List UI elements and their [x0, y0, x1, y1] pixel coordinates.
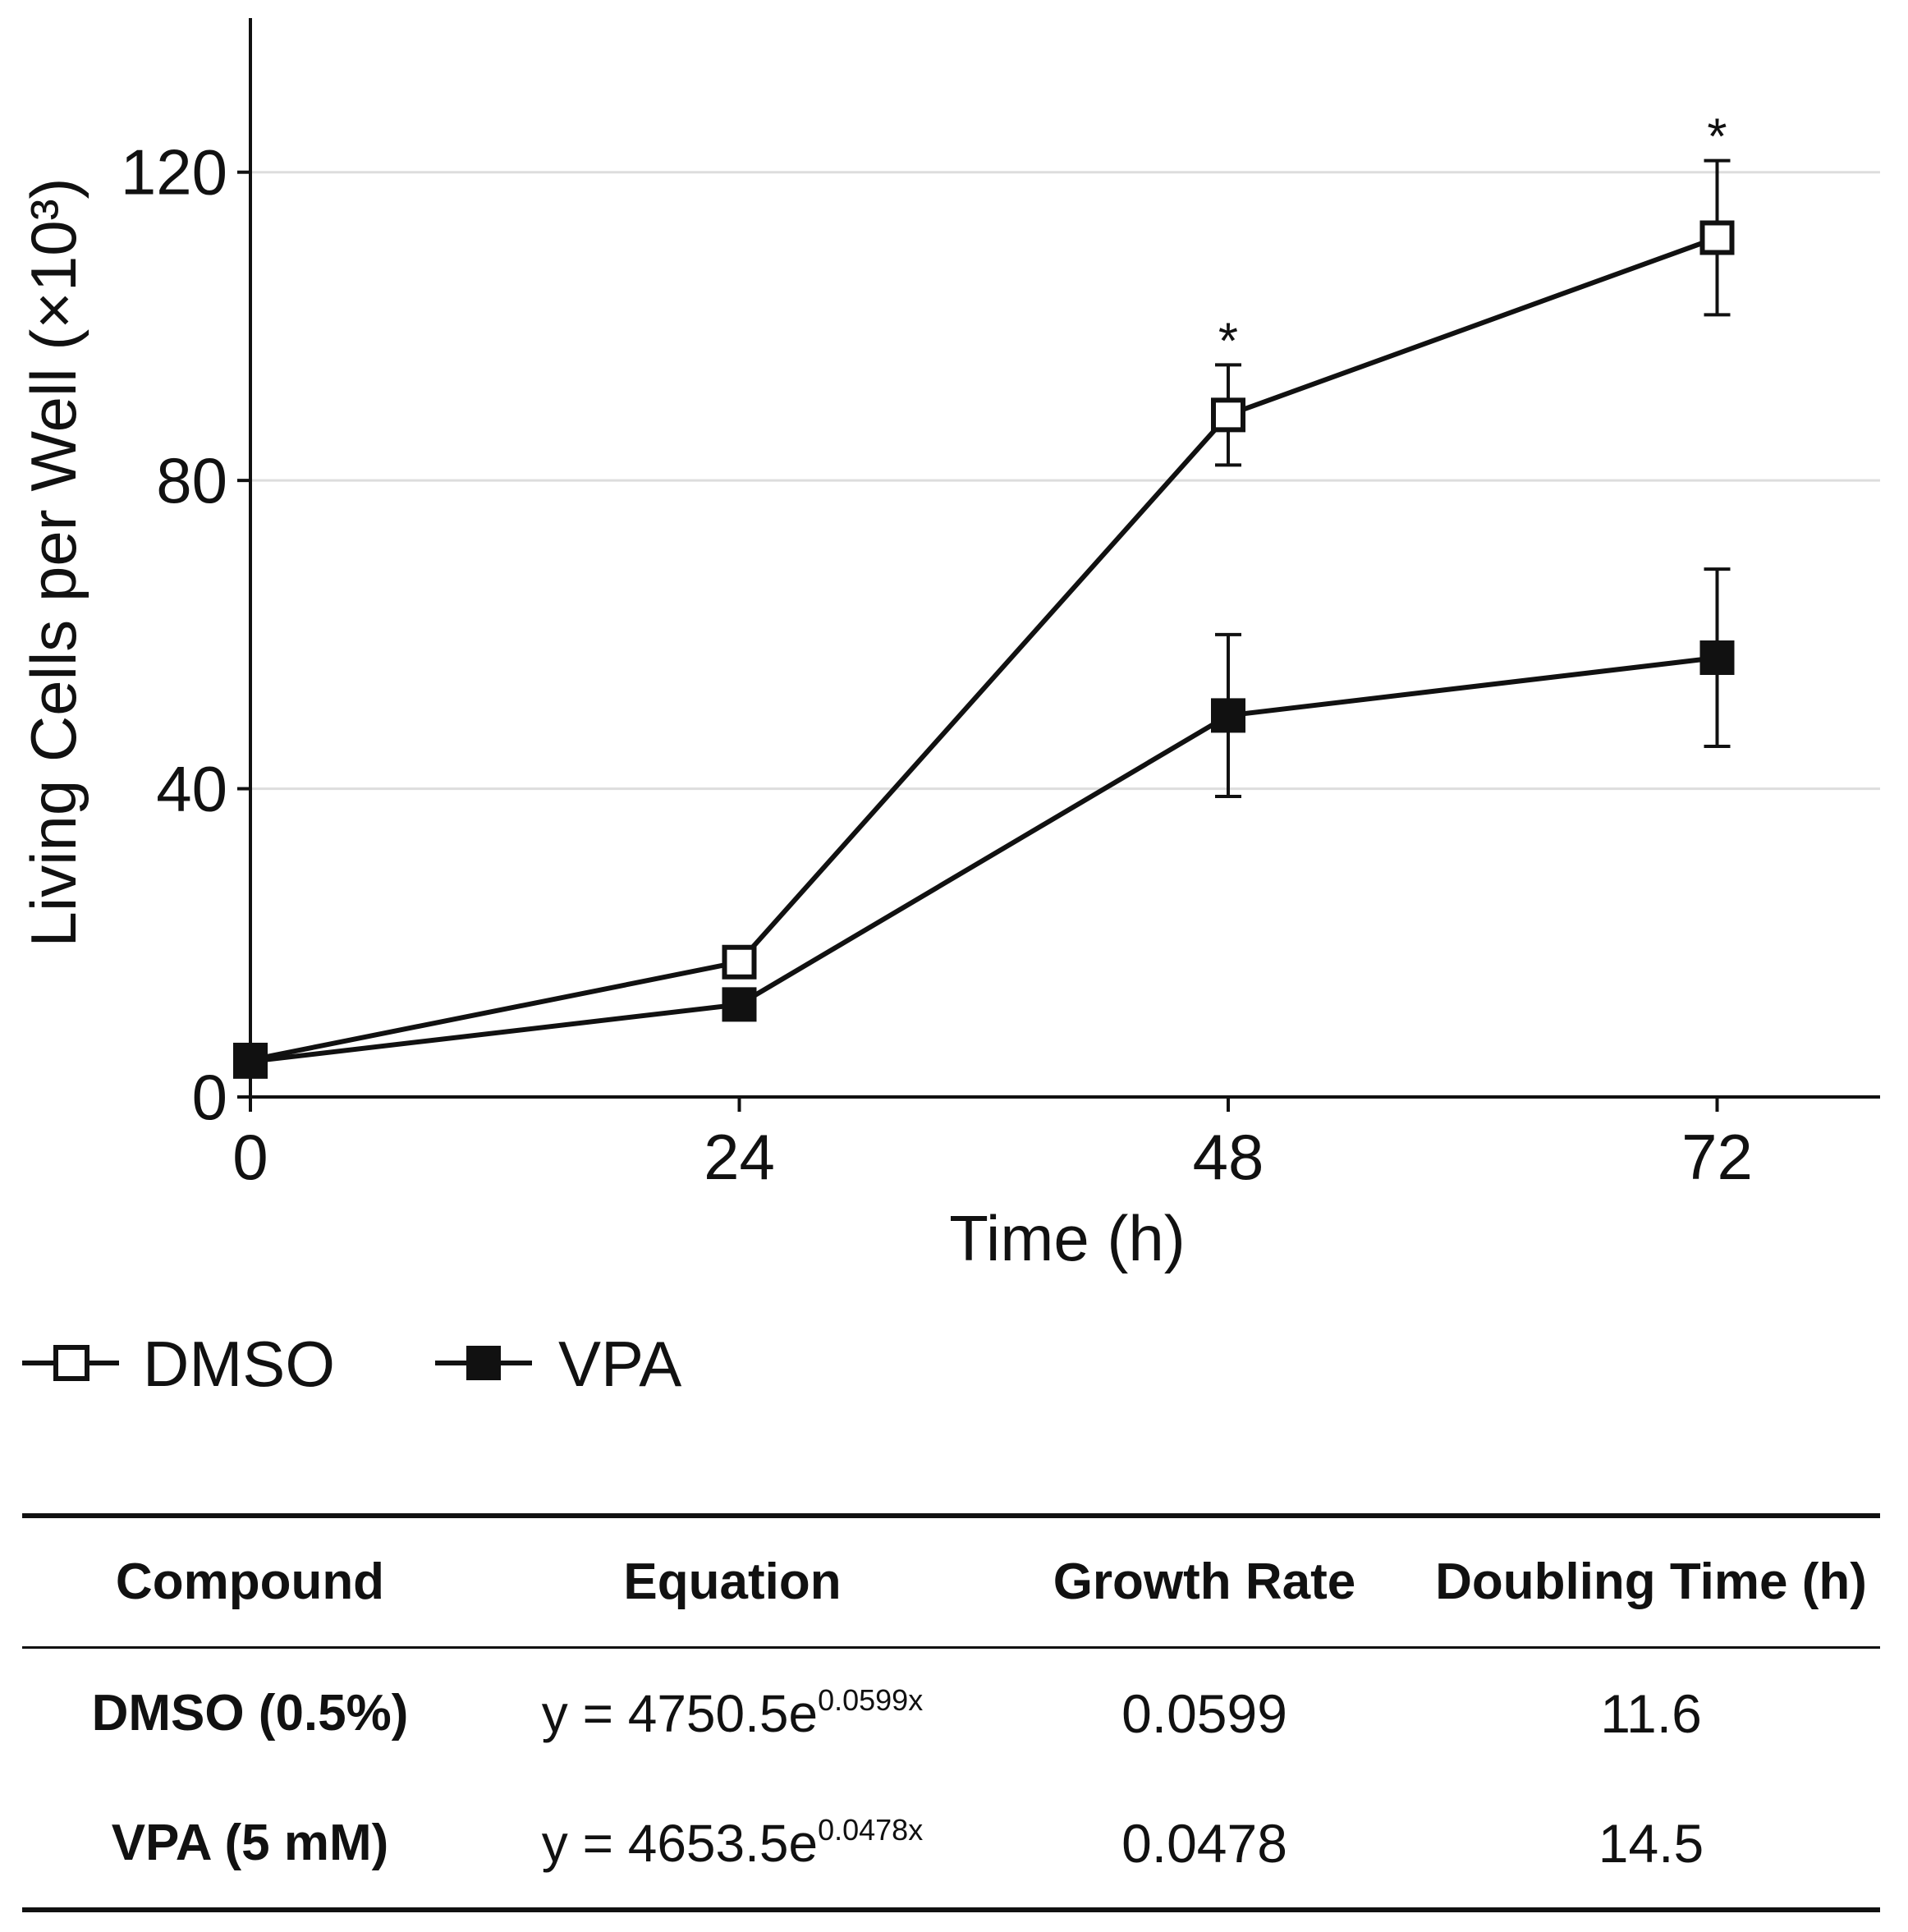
legend-dmso-label: DMSO: [143, 1328, 335, 1400]
x-tick-label: 24: [704, 1121, 775, 1193]
header-doubling-time: Doubling Time (h): [1422, 1513, 1880, 1649]
y-tick-label: 80: [156, 444, 227, 516]
cell-equation: y = 4750.5e0.0599x: [478, 1647, 987, 1778]
growth-fit-table: Compound Equation Growth Rate Doubling T…: [22, 1513, 1880, 1912]
cell-growth-rate: 0.0599: [1121, 1682, 1287, 1744]
y-tick-label: 0: [192, 1061, 227, 1133]
point-vpa: [722, 987, 757, 1022]
point-vpa: [1699, 640, 1735, 676]
legend-vpa-marker: [466, 1346, 501, 1380]
series-vpa: [233, 567, 1735, 1079]
point-dmso: [1699, 220, 1735, 255]
equation-exponent: 0.0599x: [818, 1682, 924, 1717]
x-axis-label: Time (h): [949, 1202, 1185, 1274]
point-vpa: [233, 1044, 268, 1079]
equation-base: y = 4653.5e: [541, 1813, 819, 1873]
cell-compound: VPA (5 mM): [22, 1778, 478, 1912]
grid-lines: [250, 171, 1880, 791]
axes: [237, 18, 1880, 1112]
legend-vpa-label: VPA: [558, 1328, 681, 1400]
header-equation: Equation: [478, 1513, 987, 1649]
header-growth-rate: Growth Rate: [987, 1513, 1422, 1649]
series-line-vpa: [250, 655, 1718, 1064]
header-compound: Compound: [22, 1513, 478, 1649]
cell-growth-rate: 0.0478: [987, 1778, 1422, 1912]
series-dmso: **: [233, 109, 1735, 1077]
x-tick-label: 0: [232, 1121, 268, 1193]
cell-doubling-time: 11.6: [1600, 1682, 1702, 1744]
point-dmso: [1211, 397, 1245, 433]
cell-doubling-time: 14.5: [1422, 1778, 1880, 1912]
x-tick-label: 72: [1681, 1121, 1753, 1193]
point-dmso: [722, 944, 757, 980]
cell-equation: y = 4653.5e0.0478x: [478, 1778, 987, 1912]
legend: DMSO VPA: [22, 1328, 681, 1400]
data-series: **: [233, 109, 1735, 1079]
y-axis-label: Living Cells per Well (×10³): [17, 177, 89, 947]
series-line-dmso: [250, 235, 1718, 1062]
table-header-row: Compound Equation Growth Rate Doubling T…: [22, 1513, 1880, 1649]
equation-base: y = 4750.5e: [541, 1683, 819, 1743]
significance-marker: *: [1707, 109, 1727, 166]
table-row: DMSO (0.5%) y = 4750.5e0.0599x 0.0599 11…: [22, 1647, 1880, 1778]
table-row: VPA (5 mM) y = 4653.5e0.0478x 0.0478 14.…: [22, 1778, 1880, 1912]
point-vpa: [1211, 698, 1245, 733]
x-tick-label: 48: [1193, 1121, 1264, 1193]
equation-exponent: 0.0478x: [818, 1812, 924, 1847]
legend-dmso-marker: [53, 1345, 89, 1381]
cell-compound: DMSO (0.5%): [91, 1685, 409, 1742]
y-tick-label: 40: [156, 753, 227, 825]
significance-marker: *: [1218, 313, 1238, 369]
y-tick-label: 120: [121, 136, 227, 209]
tick-labels: 0 40 80 120 0 24 48 72: [121, 136, 1753, 1193]
